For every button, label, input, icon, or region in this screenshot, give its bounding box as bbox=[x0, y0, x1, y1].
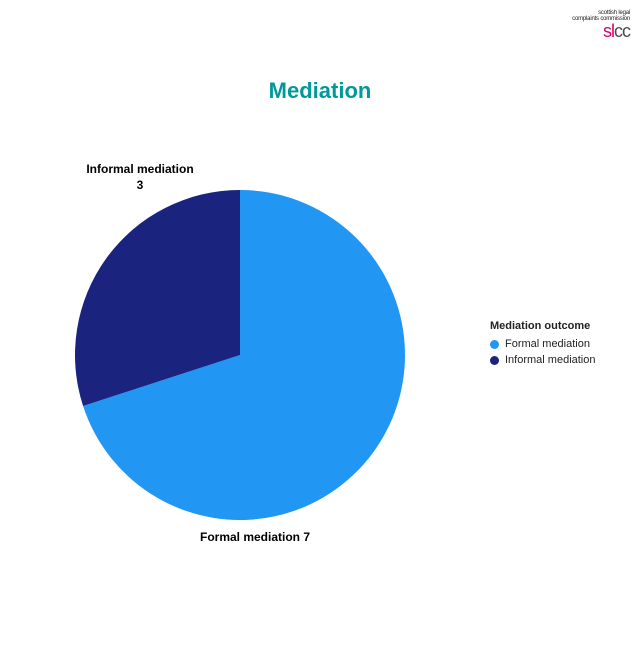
pie-svg bbox=[75, 190, 405, 520]
slice-label: Informal mediation3 bbox=[70, 162, 210, 193]
legend-swatch bbox=[490, 340, 499, 349]
logo-main-right: cc bbox=[614, 21, 630, 41]
pie-chart bbox=[75, 190, 405, 525]
chart-title: Mediation bbox=[0, 78, 640, 104]
legend-item: Formal mediation bbox=[490, 338, 596, 350]
legend-item: Informal mediation bbox=[490, 354, 596, 366]
logo-main: slcc bbox=[572, 22, 630, 40]
slice-label: Formal mediation 7 bbox=[175, 530, 335, 546]
brand-logo: scottish legalcomplaints commission slcc bbox=[572, 10, 630, 40]
legend-label: Informal mediation bbox=[505, 354, 596, 366]
legend: Mediation outcome Formal mediation Inform… bbox=[490, 320, 596, 370]
legend-label: Formal mediation bbox=[505, 338, 590, 350]
legend-title: Mediation outcome bbox=[490, 320, 596, 332]
logo-main-left: sl bbox=[603, 21, 614, 41]
legend-items: Formal mediation Informal mediation bbox=[490, 338, 596, 366]
legend-swatch bbox=[490, 356, 499, 365]
